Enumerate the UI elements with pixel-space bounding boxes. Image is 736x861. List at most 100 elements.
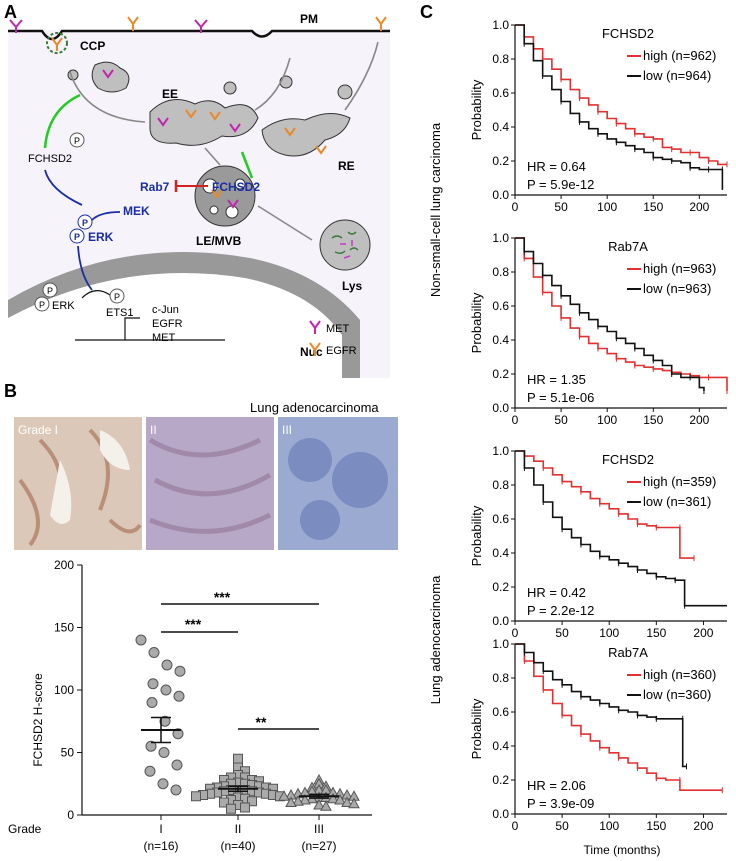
erk-top-label: ERK xyxy=(88,230,114,244)
erk-p3: P xyxy=(47,286,53,296)
micrograph-label-2: II xyxy=(150,423,157,437)
km-y-tick-label: 0.8 xyxy=(492,478,509,492)
re-label: RE xyxy=(338,159,355,173)
km-y-tick-label: 1.0 xyxy=(492,231,509,245)
data-point xyxy=(226,803,236,814)
cjun-label: c-Jun xyxy=(152,304,179,316)
erk-bottom-label: ERK xyxy=(52,300,75,312)
km-y-tick-label: 0.4 xyxy=(492,546,509,560)
p-value-label: P = 5.1e-06 xyxy=(527,390,594,405)
km-x-tick-label: 50 xyxy=(555,626,569,640)
km-y-tick-label: 1.0 xyxy=(492,444,509,458)
group-name-3: III xyxy=(314,822,324,836)
hr-label: HR = 0.42 xyxy=(527,585,586,600)
h-score-ylabel: FCHSD2 H-score xyxy=(31,673,45,767)
km-x-tick-label: 150 xyxy=(643,413,663,427)
data-point xyxy=(171,759,183,771)
sig-1-3: *** xyxy=(214,589,231,605)
km-x-tick-label: 0 xyxy=(512,626,519,640)
panel-label-a: A xyxy=(4,2,17,22)
ihc-title: Lung adenocarcinoma xyxy=(250,400,379,415)
data-point xyxy=(313,798,325,810)
panel-label-c: C xyxy=(420,2,433,22)
p-value-label: P = 2.2e-12 xyxy=(527,603,594,618)
mek-label: MEK xyxy=(123,204,150,218)
data-point xyxy=(191,791,201,802)
km-y-tick-label: 0.2 xyxy=(492,580,509,594)
km-y-tick-label: 0.6 xyxy=(492,86,509,100)
group-name-1: I xyxy=(159,822,162,836)
km-y-tick-label: 0.4 xyxy=(492,739,509,753)
km-x-tick-label: 100 xyxy=(597,200,617,214)
km-y-tick-label: 0.0 xyxy=(492,614,509,628)
legend-entry: low (n=361) xyxy=(643,494,711,509)
pm-label: PM xyxy=(300,12,318,26)
micrograph-grade-3: III xyxy=(278,417,398,550)
km-y-tick-label: 0.6 xyxy=(492,512,509,526)
km-x-tick-label: 0 xyxy=(512,200,519,214)
hr-label: HR = 2.06 xyxy=(527,778,586,793)
km-curve xyxy=(515,237,705,391)
ets1-p: P xyxy=(114,292,120,302)
sig-1-2: *** xyxy=(185,616,202,632)
km-y-tick-label: 0.0 xyxy=(492,807,509,821)
km-x-tick-label: 150 xyxy=(643,200,663,214)
km-x-tick-label: 200 xyxy=(689,200,709,214)
plasma-membrane xyxy=(8,29,390,41)
km-x-tick-label: 150 xyxy=(646,626,666,640)
km-plot: 0.0 0.2 0.4 0.6 0.8 1.0 0 50 100 150 200 Probabilit… xyxy=(469,637,727,833)
km-y-tick-label: 0.6 xyxy=(492,705,509,719)
data-point xyxy=(299,793,311,805)
fchsd2-arrows xyxy=(43,93,254,179)
km-y-tick-label: 0.2 xyxy=(492,154,509,168)
km-title: Rab7A xyxy=(608,645,648,660)
panel-a: A PM CCP Nuc EE RE LE/MVB Lys xyxy=(4,2,390,378)
data-point xyxy=(145,740,157,752)
data-point xyxy=(172,728,184,740)
km-x-tick-label: 0 xyxy=(512,413,519,427)
le-mvb-label: LE/MVB xyxy=(196,234,242,248)
erk-p4: P xyxy=(39,300,45,310)
km-y-tick-label: 0.0 xyxy=(492,401,509,415)
km-title: Rab7A xyxy=(608,239,648,254)
met-legend-icon xyxy=(309,320,321,334)
p-value-label: P = 3.9e-09 xyxy=(527,796,594,811)
early-endosome xyxy=(149,99,259,146)
km-x-tick-label: 100 xyxy=(597,413,617,427)
sig-2-3: ** xyxy=(256,714,267,730)
km-x-tick-label: 50 xyxy=(554,413,568,427)
data-point xyxy=(278,790,290,801)
nuc-label: Nuc xyxy=(300,345,323,359)
legend-entry: high (n=963) xyxy=(643,261,716,276)
micrograph-grade-2: II xyxy=(146,417,274,550)
fchsd2-inhibitor-label: FCHSD2 xyxy=(212,180,260,194)
ccp-pit xyxy=(46,32,68,54)
data-point xyxy=(240,802,250,813)
data-point xyxy=(158,747,170,758)
km-ylabel: Probability xyxy=(469,292,484,353)
km-x-tick-label: 100 xyxy=(599,626,619,640)
micrograph-label-1: Grade I xyxy=(18,423,58,437)
group-n-2: (n=40) xyxy=(220,839,255,853)
km-curve xyxy=(515,24,727,166)
grade-label: Grade xyxy=(8,822,42,836)
km-y-tick-label: 0.8 xyxy=(492,671,509,685)
p-label: P xyxy=(74,136,80,146)
y-tick-label: 200 xyxy=(54,558,74,572)
legend-entry: low (n=360) xyxy=(643,687,711,702)
side-label-luad: Lung adenocarcinoma xyxy=(428,575,443,704)
erk-p2: P xyxy=(74,232,80,242)
y-tick-label: 100 xyxy=(54,683,74,697)
data-point xyxy=(327,792,339,804)
data-point xyxy=(159,715,171,727)
km-y-tick-label: 0.8 xyxy=(492,265,509,279)
lysosome xyxy=(319,219,371,271)
km-title: FCHSD2 xyxy=(602,452,654,467)
ccp-label: CCP xyxy=(80,39,105,53)
y-tick-label: 50 xyxy=(61,746,75,760)
km-plots: 0.0 0.2 0.4 0.6 0.8 1.0 0 50 100 150 200 Probabilit… xyxy=(469,18,728,833)
micrograph-grade-1: Grade I xyxy=(14,417,142,550)
met-gene-label: MET xyxy=(152,332,176,344)
data-point xyxy=(285,796,297,807)
